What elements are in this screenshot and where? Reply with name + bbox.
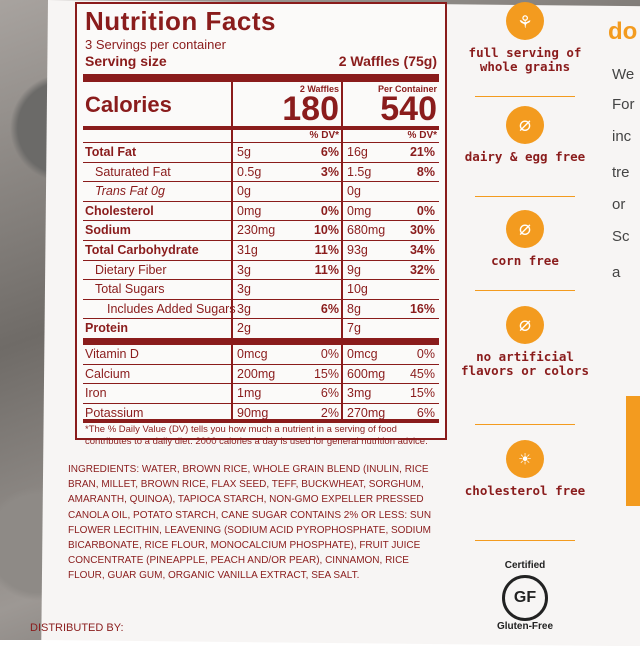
badge-separator xyxy=(475,290,575,291)
nutrient-row: Total Sugars 3g 10g xyxy=(83,279,439,299)
badge-whole-grains: ⚘ full serving of whole grains xyxy=(460,2,590,74)
col2-header: Per Container xyxy=(377,84,437,94)
calories-col2: 540 xyxy=(380,90,437,128)
nutrient-row: Saturated Fat 0.5g 3% 1.5g 8% xyxy=(83,161,439,182)
nutrition-facts-label: Nutrition Facts 3 Servings per container… xyxy=(75,2,447,447)
divider-medium xyxy=(83,126,439,130)
nutrient-row: Cholesterol 0mg 0% 0mg 0% xyxy=(83,200,439,221)
nutrient-row: Protein 2g 7g xyxy=(83,318,439,338)
nutrient-row: Includes Added Sugars 3g 6% 8g 16% xyxy=(83,298,439,319)
nutrient-rows: Total Fat 5g 6% 16g 21% Saturated Fat 0.5g 3% 1… xyxy=(83,142,439,422)
dv-header-col1: % DV* xyxy=(309,130,339,141)
nutrient-row: Calcium 200mg 15% 600mg 45% xyxy=(83,363,439,384)
serving-size: Serving size 2 Waffles (75g) xyxy=(85,53,437,69)
nutrient-row: Total Fat 5g 6% 16g 21% xyxy=(83,142,439,162)
gluten-free-certification: Certified GF Gluten-Free xyxy=(496,560,554,632)
badge-separator xyxy=(475,424,575,425)
badge-separator xyxy=(475,540,575,541)
badge-dairy-egg-free: ⌀ dairy & egg free xyxy=(460,106,590,164)
badge-separator xyxy=(475,196,575,197)
calories-col1: 180 xyxy=(282,90,339,128)
calories-label: Calories xyxy=(85,92,172,117)
wheat-icon: ⚘ xyxy=(506,2,544,40)
dv-header-col2: % DV* xyxy=(407,130,437,141)
nutrient-row: Iron 1mg 6% 3mg 15% xyxy=(83,383,439,403)
dv-footnote: *The % Daily Value (DV) tells you how mu… xyxy=(85,424,428,447)
badge-no-artificial: ⌀ no artificial flavors or colors xyxy=(460,306,590,378)
no-dairy-egg-icon: ⌀ xyxy=(506,106,544,144)
sunflower-icon: ☀ xyxy=(506,440,544,478)
orange-graphic-block xyxy=(626,396,640,506)
column-divider-2 xyxy=(341,82,343,422)
nutrient-row: Vitamin D 0mcg 0% 0mcg 0% xyxy=(83,337,439,364)
distributed-by: DISTRIBUTED BY: xyxy=(30,622,124,634)
ingredients-list: Ingredients: Water, Brown Rice, Whole Gr… xyxy=(68,464,432,582)
side-panel-heading: do xyxy=(608,18,638,45)
col1-header: 2 Waffles xyxy=(299,84,339,94)
divider-bottom xyxy=(83,419,439,423)
nutrient-row: Dietary Fiber 3g 11% 9g 32% xyxy=(83,259,439,280)
serving-size-value: 2 Waffles (75g) xyxy=(338,53,437,69)
servings-per-container: 3 Servings per container xyxy=(85,37,226,52)
no-flask-icon: ⌀ xyxy=(506,306,544,344)
nutrient-row: Trans Fat 0g 0g 0g xyxy=(83,181,439,201)
badge-cholesterol-free: ☀ cholesterol free xyxy=(460,440,590,498)
column-divider-1 xyxy=(231,82,233,422)
serving-size-label: Serving size xyxy=(85,53,167,69)
nutrient-row: Total Carbohydrate 31g 11% 93g 34% xyxy=(83,239,439,260)
no-corn-icon: ⌀ xyxy=(506,210,544,248)
nutrient-row: Potassium 90mg 2% 270mg 6% xyxy=(83,402,439,423)
nutrition-title: Nutrition Facts xyxy=(85,6,276,36)
divider-thick xyxy=(83,74,439,82)
nutrient-row: Sodium 230mg 10% 680mg 30% xyxy=(83,220,439,240)
badge-separator xyxy=(475,96,575,97)
gf-seal-icon: GF xyxy=(502,575,548,621)
badge-corn-free: ⌀ corn free xyxy=(460,210,590,268)
